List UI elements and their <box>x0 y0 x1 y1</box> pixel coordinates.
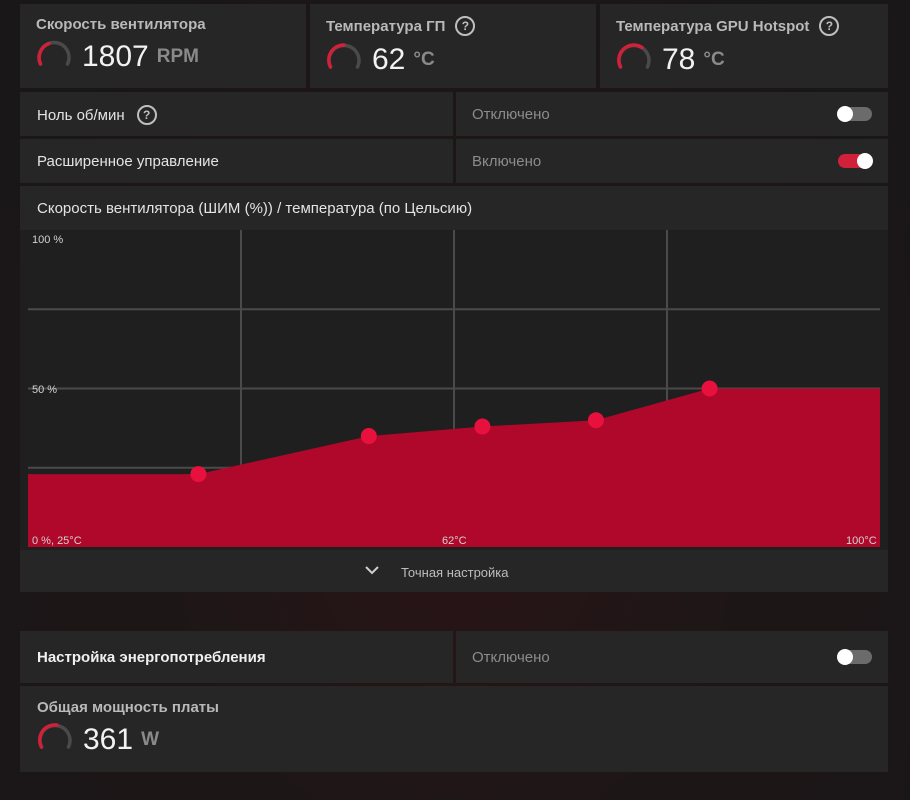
y-tick-50: 50 % <box>32 384 58 396</box>
gpu-temp-title: Температура ГП <box>326 17 446 35</box>
zero-rpm-value-cell: Отключено <box>456 92 888 136</box>
fan-speed-gauge-icon <box>37 40 71 66</box>
hotspot-temp-unit: °C <box>703 49 725 70</box>
fan-curve-header: Скорость вентилятора (ШИМ (%)) / темпера… <box>20 186 888 230</box>
fan-speed-title: Скорость вентилятора <box>36 16 206 33</box>
curve-point-handle[interactable] <box>190 466 207 483</box>
x-tick-mid: 62°C <box>442 535 467 547</box>
chevron-down-icon <box>365 566 379 575</box>
stat-card-hotspot-temp: Температура GPU Hotspot ? 78 °C <box>600 4 888 88</box>
power-tuning-label-cell: Настройка энергопотребления <box>20 631 453 683</box>
curve-point-handle[interactable] <box>701 380 718 397</box>
power-tuning-value-cell: Отключено <box>456 631 888 683</box>
advanced-control-label-cell: Расширенное управление <box>20 139 453 183</box>
advanced-control-value: Включено <box>472 153 542 170</box>
help-icon[interactable]: ? <box>136 105 157 125</box>
curve-point-handle[interactable] <box>588 412 604 429</box>
board-power-title: Общая мощность платы <box>37 699 219 716</box>
fine-tune-label: Точная настройка <box>401 565 509 580</box>
hotspot-temp-title: Температура GPU Hotspot <box>616 17 810 35</box>
help-icon[interactable]: ? <box>455 16 476 36</box>
fine-tune-expander[interactable]: Точная настройка <box>20 550 888 592</box>
stat-card-fan-speed: Скорость вентилятора 1807 RPM <box>20 4 306 88</box>
fan-speed-value: 1807 <box>82 40 149 73</box>
board-power-value: 361 <box>83 723 134 756</box>
fan-curve-chart[interactable] <box>28 230 880 547</box>
power-tuning-label: Настройка энергопотребления <box>37 649 266 666</box>
x-tick-origin: 0 %, 25°C <box>32 535 82 547</box>
fan-curve-chart-panel: 100 % 50 % 0 %, 25°C 62°C 100°C <box>20 230 888 550</box>
gpu-temp-unit: °C <box>413 49 435 70</box>
advanced-control-value-cell: Включено <box>456 139 888 183</box>
hotspot-temp-gauge-icon <box>617 43 651 69</box>
power-tuning-value: Отключено <box>472 649 550 666</box>
curve-point-handle[interactable] <box>474 418 491 435</box>
stat-card-gpu-temp: Температура ГП ? 62 °C <box>310 4 596 88</box>
fan-curve-area <box>28 388 880 547</box>
power-tuning-toggle[interactable] <box>837 649 872 665</box>
zero-rpm-toggle[interactable] <box>837 106 872 122</box>
hotspot-temp-value: 78 <box>662 43 696 76</box>
gpu-temp-gauge-icon <box>327 43 361 69</box>
x-tick-end: 100°C <box>846 535 877 547</box>
gpu-temp-value: 62 <box>372 43 406 76</box>
zero-rpm-label: Ноль об/мин <box>37 106 125 124</box>
advanced-control-toggle[interactable] <box>838 153 873 169</box>
advanced-control-label: Расширенное управление <box>37 153 219 170</box>
y-tick-100: 100 % <box>32 234 64 246</box>
board-power-gauge-icon <box>38 723 72 749</box>
zero-rpm-label-cell: Ноль об/мин ? <box>20 92 453 136</box>
help-icon[interactable]: ? <box>819 16 840 36</box>
fan-curve-title: Скорость вентилятора (ШИМ (%)) / темпера… <box>37 200 473 217</box>
zero-rpm-value: Отключено <box>472 106 550 123</box>
curve-point-handle[interactable] <box>360 428 377 445</box>
fan-speed-unit: RPM <box>156 46 199 67</box>
board-power-card: Общая мощность платы 361 W <box>20 686 888 772</box>
board-power-unit: W <box>141 729 159 750</box>
